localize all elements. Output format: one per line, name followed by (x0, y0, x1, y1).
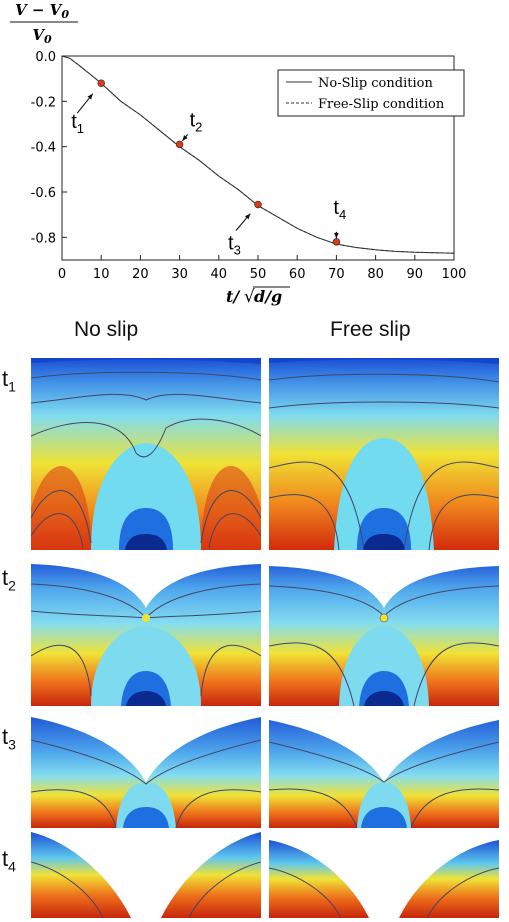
y-axis-title: V − V0 V0 (10, 1, 78, 46)
legend-label-0: No-Slip condition (318, 76, 433, 91)
marker-t3 (254, 200, 262, 209)
marker-arrowhead (182, 135, 188, 141)
x-tick-label: 90 (407, 267, 424, 282)
panel-freeslip-t1 (269, 358, 499, 550)
x-tick-label: 80 (367, 267, 384, 282)
y-axis-title-num: V − V0 (15, 1, 69, 21)
x-tick-label: 100 (442, 267, 467, 282)
x-axis-title: t/ √ d/g (226, 286, 290, 307)
x-tick-label: 50 (250, 267, 267, 282)
x-tick-label: 30 (171, 267, 188, 282)
y-tick-label: -0.4 (31, 141, 56, 156)
panel-freeslip-t4 (269, 832, 499, 918)
x-tick-label: 10 (93, 267, 110, 282)
svg-text:d/g: d/g (254, 287, 282, 306)
y-ticks: 0.0 -0.2 -0.4 -0.6 -0.8 (31, 50, 67, 246)
x-tick-label: 20 (132, 267, 149, 282)
x-tick-label: 0 (58, 267, 66, 282)
y-axis-title-den: V0 (32, 26, 52, 46)
marker-label-t1: t1 (71, 111, 84, 136)
column-title-no-slip: No slip (74, 318, 139, 341)
marker-arrowhead (244, 213, 251, 220)
panel-freeslip-t2 (269, 556, 499, 706)
marker-t4 (332, 238, 341, 246)
svg-text:t/: t/ (226, 287, 241, 306)
marker-t2 (175, 140, 184, 149)
x-ticks: 0 10 20 30 40 50 60 70 80 90 100 (58, 255, 467, 282)
panel-noslip-t1 (31, 358, 261, 550)
row-label-t2: t2 (2, 565, 16, 594)
marker-label-t3: t3 (228, 232, 241, 257)
volume-chart: V − V0 V0 0 10 20 30 40 50 60 70 80 90 100 0.0 -0.2… (10, 1, 467, 307)
legend-box (277, 69, 465, 117)
markers-group: t1 t2 t3 t4 (71, 79, 346, 257)
panel-freeslip-t3 (269, 712, 499, 828)
marker-arrowhead (87, 93, 93, 100)
marker-arrowhead (334, 232, 339, 239)
panel-noslip-t4 (31, 832, 261, 918)
legend: No-Slip condition Free-Slip condition (277, 69, 465, 117)
panel-noslip-t3 (31, 712, 261, 828)
series-line-free-slip (61, 55, 455, 254)
series-group (61, 55, 455, 254)
column-title-free-slip: Free slip (330, 318, 411, 341)
y-tick-label: 0.0 (35, 50, 56, 65)
marker-label-t2: t2 (190, 109, 203, 134)
row-label-t3: t3 (2, 724, 16, 753)
legend-label-1: Free-Slip condition (318, 97, 445, 112)
x-tick-label: 70 (328, 267, 345, 282)
svg-text:√: √ (244, 287, 255, 307)
y-tick-label: -0.8 (31, 231, 56, 246)
x-tick-label: 60 (289, 267, 306, 282)
y-tick-label: -0.2 (31, 95, 56, 110)
row-label-t1: t1 (2, 366, 16, 395)
marker-label-t4: t4 (333, 197, 346, 222)
marker-t1 (97, 79, 105, 87)
panel-noslip-t2 (31, 556, 261, 706)
x-tick-label: 40 (211, 267, 228, 282)
row-label-t4: t4 (2, 846, 16, 875)
y-tick-label: -0.6 (31, 186, 56, 201)
